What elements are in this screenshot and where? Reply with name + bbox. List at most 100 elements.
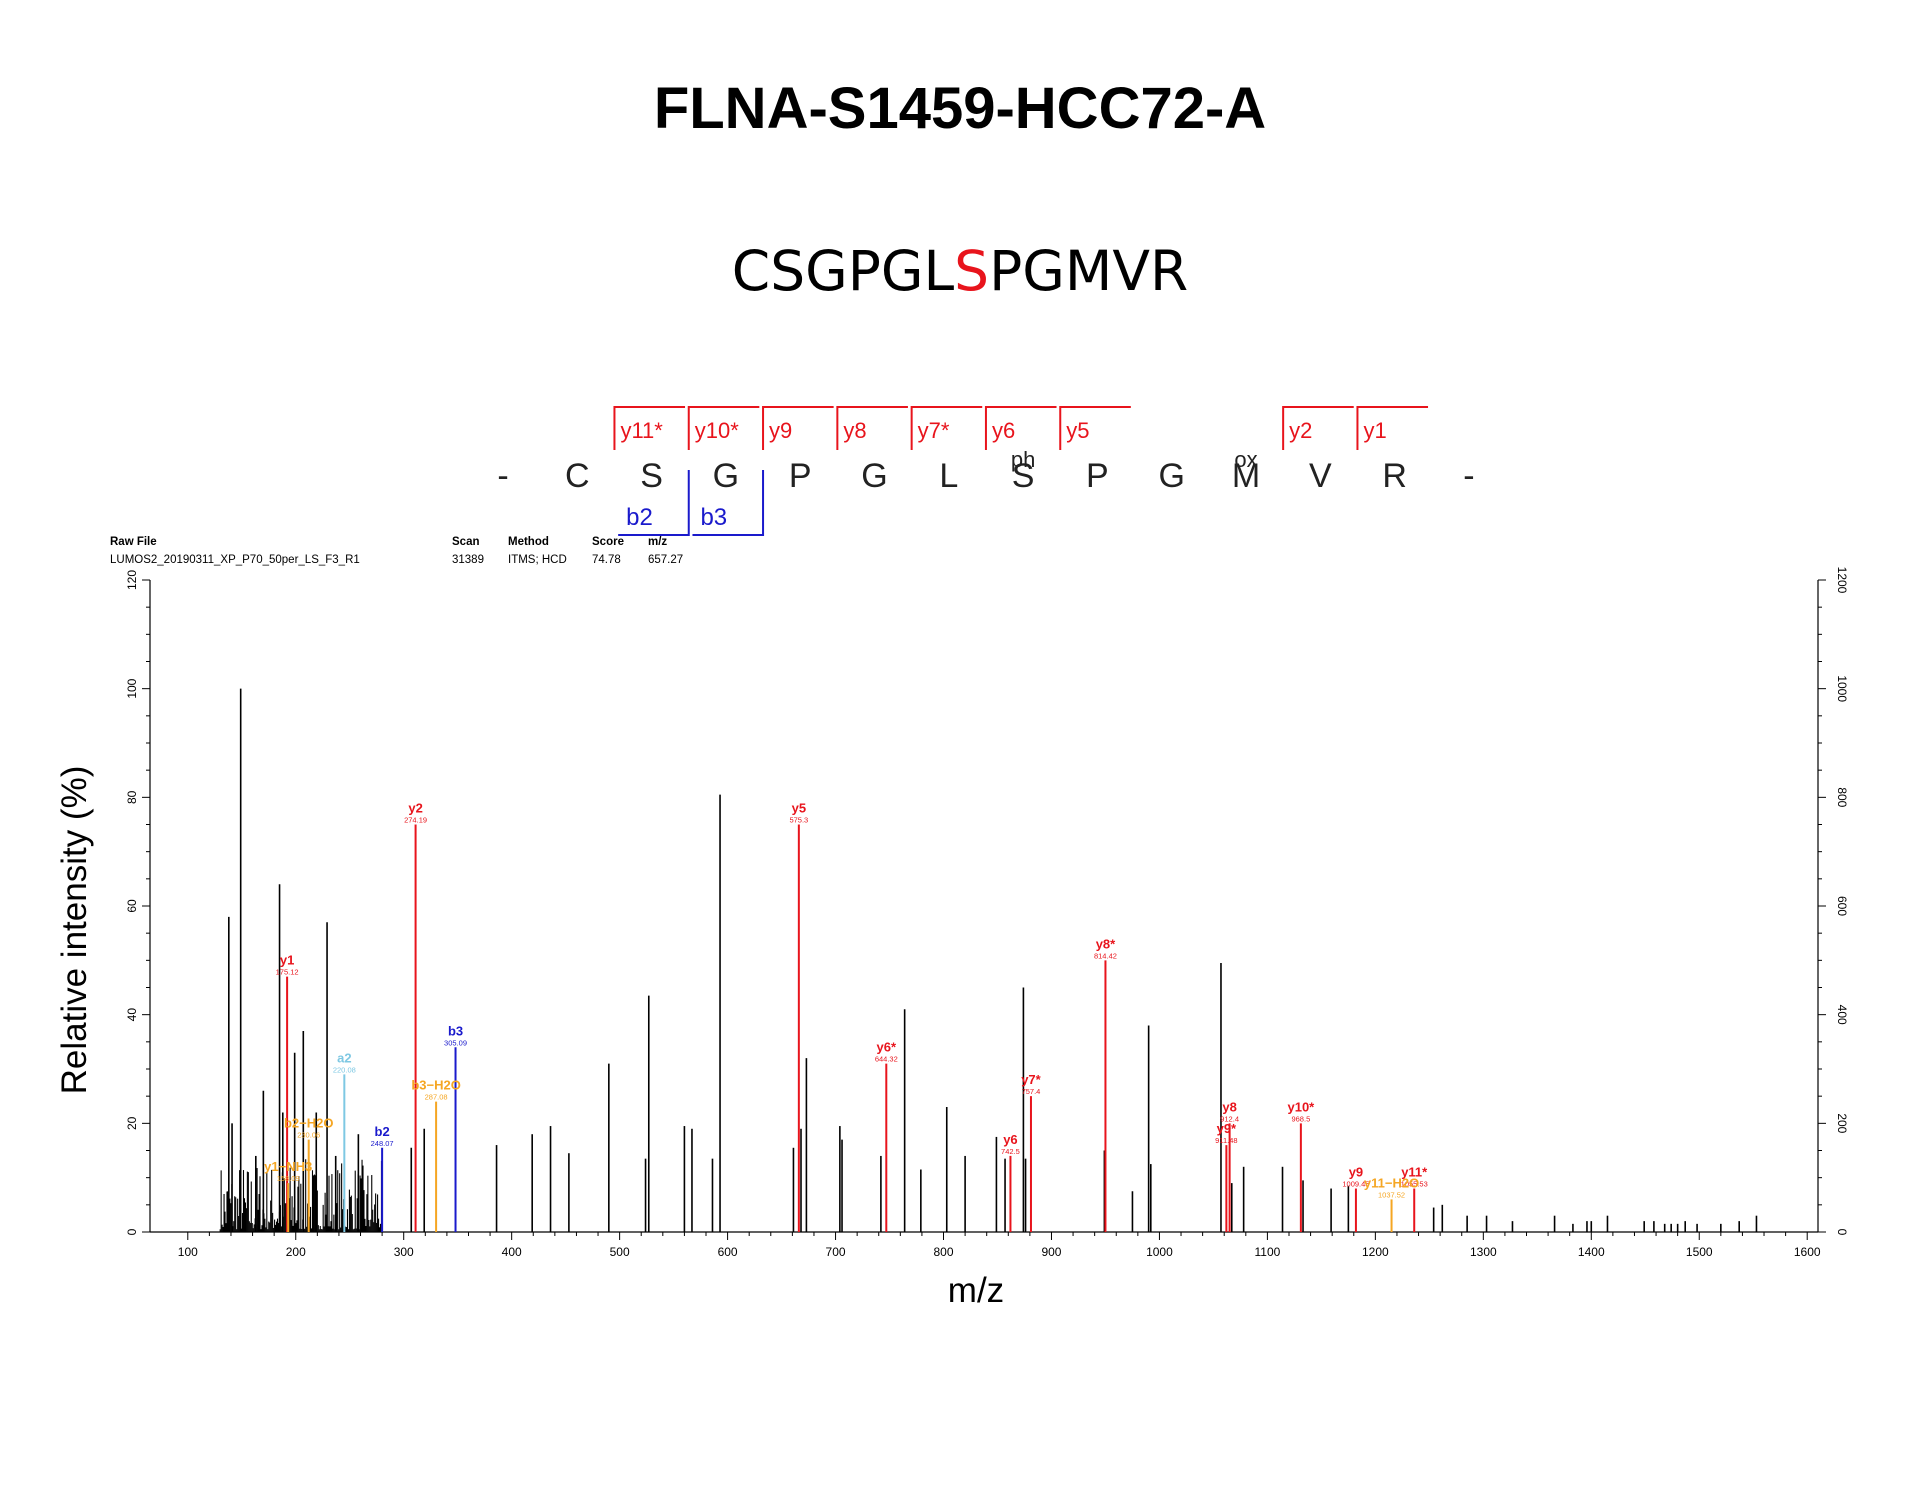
ion-label: y2 [408, 801, 422, 816]
ion-label: y7* [1021, 1072, 1041, 1087]
x-tick-label: 1400 [1578, 1245, 1605, 1259]
ion-mz-value: 911.48 [1215, 1136, 1237, 1145]
y-tick-label: 100 [125, 678, 139, 698]
info-header-method: Method [508, 536, 549, 548]
scan-info-table: Raw File Scan Method Score m/z LUMOS2_20… [110, 536, 683, 566]
y-tick-label: 0 [125, 1228, 139, 1235]
y-ion-bracket [1059, 406, 1131, 450]
sequence-part-post: PGMVR [989, 239, 1188, 303]
y-ion-label: y1 [1363, 418, 1386, 443]
info-header-score: Score [592, 536, 624, 548]
ion-mz-value: 158.09 [277, 1174, 300, 1183]
ion-mz-value: 814.42 [1094, 951, 1117, 960]
y2-tick-label: 1000 [1835, 675, 1849, 702]
info-header-raw-file: Raw File [110, 536, 157, 548]
unassigned-peaks [228, 688, 1758, 1232]
ion-mz-value: 742.5 [1001, 1147, 1020, 1156]
ion-mz-value: 274.19 [404, 816, 427, 825]
x-tick-label: 1100 [1254, 1245, 1280, 1259]
x-tick-label: 200 [286, 1245, 306, 1259]
modification-label: ox [1234, 447, 1257, 472]
info-value-mz: 657.27 [648, 554, 683, 566]
ion-mz-value: 757.4 [1022, 1087, 1041, 1096]
sequence-residue: M [1232, 457, 1260, 495]
y-ion-bracket [910, 406, 983, 450]
y-tick-label: 80 [125, 790, 139, 804]
sequence-residue: S [1012, 457, 1035, 495]
y2-tick-label: 400 [1835, 1005, 1849, 1025]
y-ion-label: y9 [769, 418, 792, 443]
x-tick-label: 600 [718, 1245, 738, 1259]
b-ion-bracket [692, 470, 765, 536]
x-tick-label: 700 [826, 1245, 846, 1259]
peptide-sequence: CSGPGLSPGMVR [732, 239, 1188, 303]
b-ion-label: b2 [626, 504, 653, 531]
ion-label: b3−H2O [411, 1078, 461, 1093]
y2-tick-label: 600 [1835, 896, 1849, 916]
y-ion-bracket [613, 406, 686, 450]
ion-label: y6 [1003, 1132, 1017, 1147]
x-tick-label: 800 [933, 1245, 953, 1259]
sequence-part-phospho-site: S [954, 239, 989, 303]
ion-mz-value: 220.08 [333, 1065, 356, 1074]
ion-mz-value: 575.3 [789, 816, 808, 825]
ion-label: y10* [1287, 1099, 1315, 1114]
y-ion-bracket [836, 406, 908, 450]
y2-tick-label: 1200 [1835, 567, 1849, 594]
y-ion-label: y11* [620, 418, 663, 443]
info-header-mz: m/z [648, 536, 667, 548]
x-tick-label: 300 [394, 1245, 414, 1259]
sequence-residue: P [1086, 457, 1109, 495]
info-value-score: 74.78 [592, 554, 621, 566]
ion-label: y8 [1222, 1099, 1236, 1114]
x-tick-label: 1600 [1794, 1245, 1821, 1259]
x-axis-label: m/z [948, 1271, 1004, 1310]
info-value-scan: 31389 [452, 554, 484, 566]
ion-label: y9* [1217, 1121, 1237, 1136]
y2-tick-label: 800 [1835, 787, 1849, 807]
sequence-residue: P [789, 457, 812, 495]
info-value-raw-file: LUMOS2_20190311_XP_P70_50per_LS_F3_R1 [110, 554, 360, 566]
b-ion-label: b3 [700, 504, 727, 531]
ion-label: y5 [792, 801, 806, 816]
y-tick-label: 60 [125, 899, 139, 913]
sequence-residue: - [497, 457, 508, 495]
ion-mz-value: 287.08 [425, 1093, 448, 1102]
ion-mz-value: 968.5 [1291, 1114, 1310, 1123]
info-header-scan: Scan [452, 536, 480, 548]
ion-mz-value: 248.07 [371, 1139, 394, 1148]
sequence-residue: C [565, 457, 590, 495]
y-ion-label: y10* [695, 418, 739, 443]
b-ion-bracket [618, 470, 690, 536]
ion-mz-value: 1037.52 [1378, 1190, 1405, 1199]
ion-label: y1 [280, 953, 294, 968]
modification-label: ph [1011, 447, 1035, 472]
ion-label: y8* [1096, 936, 1116, 951]
y-ion-label: y5 [1066, 418, 1089, 443]
ion-mz-value: 175.12 [276, 968, 299, 977]
sequence-residue: R [1382, 457, 1407, 495]
ion-mz-value: 1009.45 [1342, 1180, 1369, 1189]
chart-title: FLNA-S1459-HCC72-A [654, 76, 1266, 141]
ion-mz-value: 912.4 [1220, 1114, 1239, 1123]
ion-label: b3 [448, 1023, 463, 1038]
axes: 100 200 300 400 500 600 700 800 900 1000 1100 1200 1… [125, 567, 1849, 1259]
sequence-residue: G [1158, 457, 1184, 495]
y2-tick-label: 0 [1835, 1229, 1849, 1236]
y-ion-bracket [984, 406, 1057, 450]
sequence-residue: V [1309, 457, 1332, 495]
y-ion-label: y6 [992, 418, 1015, 443]
ion-label: b2 [375, 1124, 390, 1139]
sequence-residue: L [939, 457, 958, 495]
x-tick-label: 900 [1041, 1245, 1061, 1259]
y-ion-bracket [1356, 406, 1429, 450]
x-tick-label: 1200 [1362, 1245, 1389, 1259]
ion-label: a2 [337, 1050, 351, 1065]
y-ion-bracket [687, 406, 760, 450]
ion-label: y9 [1349, 1165, 1363, 1180]
y-ion-bracket [762, 406, 834, 450]
ion-mz-value: 230.06 [297, 1131, 320, 1140]
ion-mz-value: 1055.53 [1401, 1180, 1428, 1189]
